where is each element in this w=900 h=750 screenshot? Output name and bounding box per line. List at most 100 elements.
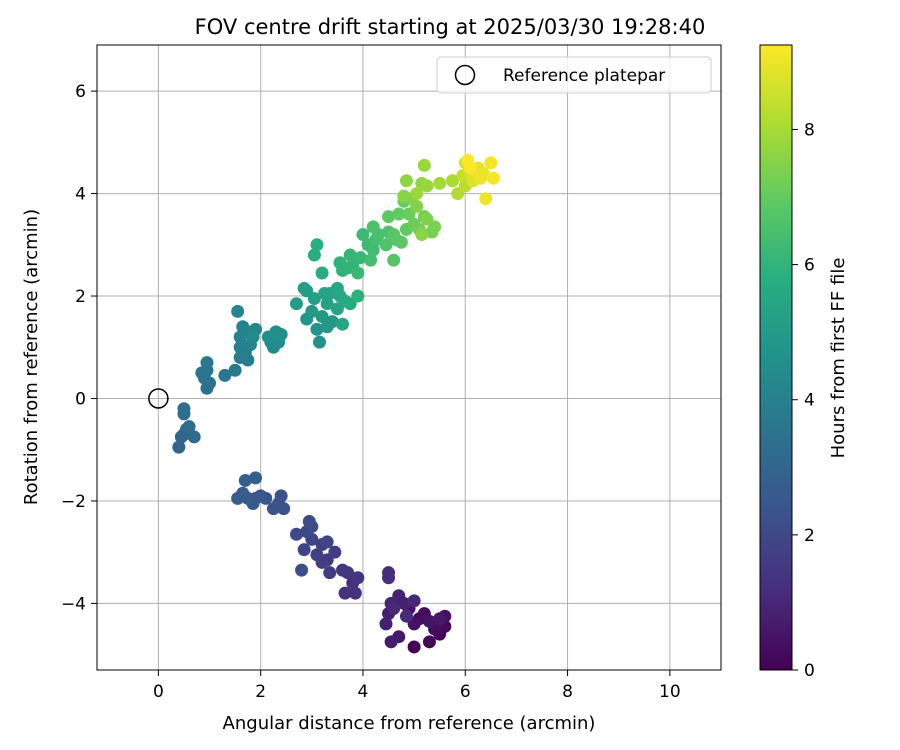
colorbar-ticks: 0 2 4 6 8 [792,120,815,681]
data-point [325,315,339,329]
data-point [336,563,350,577]
legend-entry-reference: Reference platepar [503,66,665,86]
data-point [463,161,477,175]
data-point [348,586,362,600]
colorbar-tick-label: 8 [804,120,815,140]
data-point [486,171,500,185]
data-point [323,566,337,580]
data-point [422,614,436,628]
data-point [366,220,380,234]
data-point [433,176,447,190]
data-point [177,402,191,416]
data-point [382,210,396,224]
y-tick-label: −2 [61,492,86,512]
data-point [474,171,488,185]
x-tick-label: 0 [153,682,164,702]
data-point [261,330,275,344]
colorbar-tick-label: 0 [804,661,815,681]
y-axis-ticks: −4 −2 0 2 4 6 [61,82,97,614]
data-point [410,199,424,213]
legend-marker-icon [454,64,476,86]
data-point [305,304,319,318]
y-tick-label: 4 [75,185,86,205]
data-point [415,228,429,242]
reference-marker-group [148,388,169,409]
plot-area [97,45,721,670]
y-tick-label: 2 [75,287,86,307]
data-point [231,304,245,318]
data-point [351,266,365,280]
data-point [228,363,242,377]
data-point [382,571,396,585]
data-points [172,153,500,654]
colorbar-label: Hours from first FF file [828,258,849,459]
data-point [356,228,370,242]
data-point [338,294,352,308]
data-point [231,491,245,505]
data-point [320,535,334,549]
data-point [187,430,201,444]
data-point [392,207,406,221]
data-point [336,317,350,331]
legend: Reference platepar [436,56,712,94]
data-point [307,292,321,306]
data-point [422,635,436,649]
x-tick-label: 8 [562,682,573,702]
reference-platepar-marker [148,388,169,409]
data-point [387,602,401,616]
data-point [328,545,342,559]
data-point [417,158,431,172]
data-point [445,174,459,188]
data-point [315,310,329,324]
data-point [289,527,303,541]
colorbar-tick-label: 6 [804,256,815,276]
colorbar-tick-label: 2 [804,526,815,546]
data-point [407,594,421,608]
data-point [312,335,326,349]
data-point [310,548,324,562]
data-point [318,286,332,300]
data-point [182,420,196,434]
data-point [407,640,421,654]
x-axis-label: Angular distance from reference (arcmin) [223,713,596,734]
colorbar-frame [759,44,793,671]
data-point [310,238,324,252]
data-point [307,248,321,262]
data-point [399,174,413,188]
data-point [305,520,319,534]
x-tick-label: 10 [659,682,681,702]
colorbar-gradient [760,45,792,670]
plot-frame [96,44,722,671]
data-point [420,212,434,226]
data-point [246,330,260,344]
data-point [266,502,280,516]
data-point [297,543,311,557]
data-point [353,251,367,265]
data-point [295,563,309,577]
data-point [351,571,365,585]
data-point [338,586,352,600]
y-tick-label: −4 [61,594,86,614]
data-point [397,189,411,203]
data-point [379,617,393,631]
data-point [366,243,380,257]
data-point [297,281,311,295]
data-point [387,253,401,267]
data-point [315,266,329,280]
data-point [274,489,288,503]
data-point [364,253,378,267]
data-point [218,368,232,382]
data-point [351,289,365,303]
data-point [238,473,252,487]
data-point [433,612,447,626]
data-point [394,235,408,249]
x-tick-label: 4 [358,682,369,702]
data-point [274,327,288,341]
data-point [479,192,493,206]
data-point [420,179,434,193]
data-point [310,322,324,336]
data-point [379,238,393,252]
chart-title: FOV centre drift starting at 2025/03/30 … [195,15,706,39]
y-tick-label: 0 [75,389,86,409]
